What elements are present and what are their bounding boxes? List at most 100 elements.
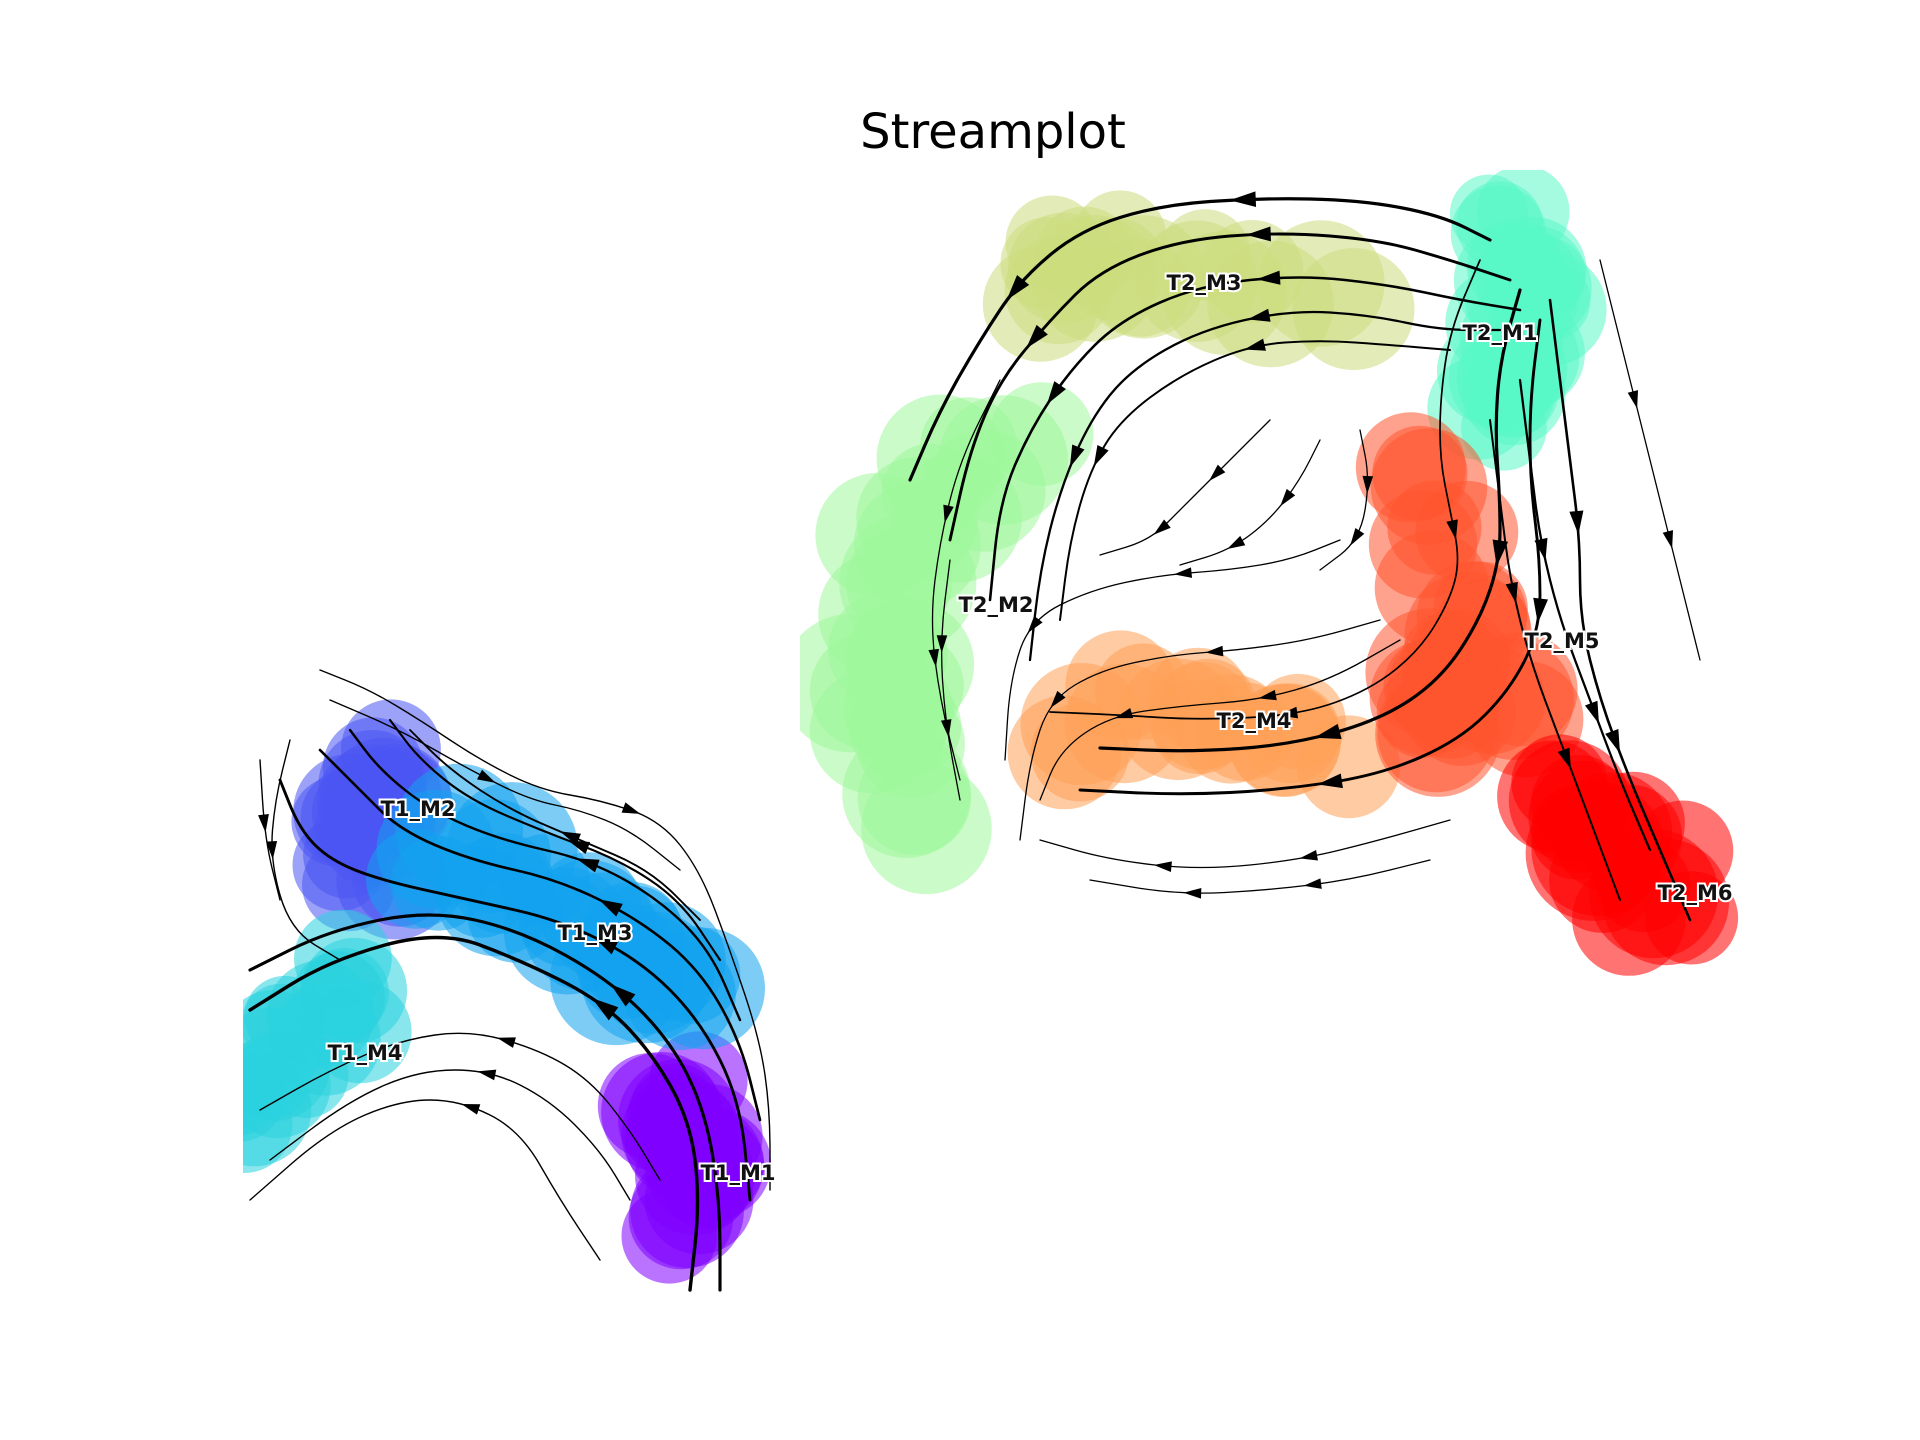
stream-arrow [1209,464,1226,481]
t2-streamline [1089,859,1431,894]
stream-arrow [1505,581,1518,604]
stream-arrow [1492,539,1509,567]
t1-streamline [318,748,762,1122]
stream-arrow [1627,390,1639,409]
t2-streamline [1179,439,1321,566]
stream-arrow [1069,444,1085,468]
stream-arrow [1247,308,1271,322]
stream-arrow [559,831,581,846]
stream-arrow [477,1069,497,1081]
stream-arrow [1229,191,1257,207]
point-t2_m6 [1644,871,1739,965]
point-t2_m3 [1292,248,1415,371]
t2-streamline [1078,318,1542,796]
t1-streamlines [248,669,771,1292]
t2-streamline [1098,288,1522,753]
cluster-label-t1-m4: T1_M4 [328,1041,403,1065]
t2-streamline [1049,259,1481,720]
t2-streamline [1019,619,1381,841]
stream-arrow [258,813,269,833]
t2-streamline [931,379,1001,781]
stream-arrow [1205,645,1224,657]
stream-arrow [1050,690,1066,708]
stream-arrow [1350,527,1365,546]
stream-arrow [1093,445,1109,467]
stream-arrow [1533,597,1549,624]
t2-streamline [1059,340,1451,621]
point-t2_m4 [1297,715,1401,819]
t1-streamline [278,778,752,1202]
t2-streamline [1319,429,1369,571]
stream-arrow [266,840,278,860]
stream-arrow [598,899,623,917]
cluster-label-t2-m2: T2_M2 [959,593,1034,617]
stream-arrow [1446,519,1458,540]
t1-cluster-cloud [243,699,772,1284]
cluster-label-t2-m1: T2_M1 [1463,321,1538,345]
point-t2_m2 [861,763,992,895]
stream-arrow [940,719,952,738]
t2-streamline [1039,819,1451,869]
t2-streamline [941,559,961,801]
stream-arrow [1027,615,1043,634]
stream-arrow [1314,723,1342,739]
t2-streamline [1004,539,1341,761]
t1-streamline [248,913,722,1292]
t1-streamline [348,728,742,1022]
t2-streamline [1548,298,1692,922]
stream-arrow [576,858,600,873]
stream-arrow [621,802,641,814]
point-t2_m5 [1463,632,1578,747]
group-t1-panel [243,669,772,1292]
t2-streamline [908,197,1492,482]
point-t2_m1 [1461,384,1547,471]
stream-arrow [567,840,591,855]
group-t2-panel [800,170,1739,976]
stream-arrow [1114,707,1134,719]
t2-streamline [1099,419,1271,556]
stream-arrow [1046,381,1066,405]
t1-streamline [271,739,341,961]
stream-arrow [1299,849,1318,861]
t2-streamlines [908,191,1701,922]
t1-streamline [259,759,281,901]
stream-arrow [943,504,954,524]
t2-streamline [1489,419,1621,901]
stream-arrow [592,936,619,955]
stream-arrow [928,648,939,668]
stream-arrow [1362,475,1374,494]
stream-arrow [1006,274,1030,301]
stream-arrow [1569,510,1584,535]
stream-arrow [1280,488,1296,507]
t1-streamline [249,1099,601,1261]
stream-arrow [936,635,948,654]
stream-arrow [1153,861,1172,872]
t2-cluster-cloud [800,170,1739,976]
t1-streamline [388,718,722,962]
t2-streamline [1028,310,1502,662]
cluster-label-t1-m3: T1_M3 [558,921,633,945]
t1-streamline [248,935,700,1292]
stream-arrow [461,1103,481,1115]
stream-arrow [1584,700,1599,724]
t1-streamline [409,729,701,921]
t2-streamline [1039,639,1401,801]
stream-arrow [1256,270,1281,285]
stream-arrow [591,997,619,1021]
stream-arrow [1277,706,1299,719]
point-t1_m4 [243,1050,278,1136]
stream-arrow [610,984,636,1007]
cluster-label-t2-m4: T2_M4 [1217,709,1292,733]
t2-streamline [1518,378,1652,852]
stream-arrow [1605,728,1621,754]
cluster-labels: T1_M1 T1_M2 T1_M3 T1_M4 T2_M1 T2_M2 T2_M3 T2_M4… [326,269,1735,1187]
t1-streamline [329,699,681,871]
stream-arrow [1245,226,1271,242]
stream-arrow [1534,537,1548,561]
stream-arrow [1258,689,1277,701]
stream-arrow [1173,567,1193,578]
stream-arrow [1303,878,1322,889]
stream-arrow [1026,324,1048,349]
cluster-label-t2-m3: T2_M3 [1167,271,1242,295]
